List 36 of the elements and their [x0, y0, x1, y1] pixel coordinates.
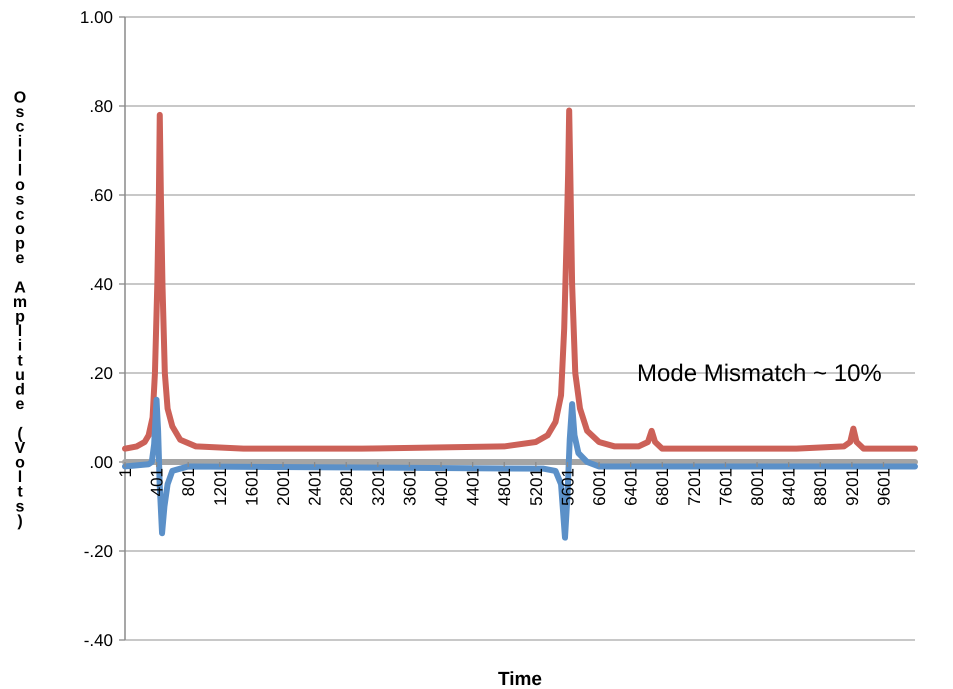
- x-tick-label: 3201: [368, 468, 388, 506]
- y-tick-label: .80: [89, 96, 113, 116]
- x-tick-label: 8001: [748, 468, 768, 506]
- x-tick-label: 6801: [653, 468, 672, 506]
- y-tick-label: 1.00: [80, 8, 113, 27]
- x-tick-label: 1: [116, 468, 135, 478]
- x-tick-label: 2001: [274, 468, 293, 506]
- x-tick-label: 1601: [242, 468, 262, 506]
- x-tick-label: 2401: [306, 468, 325, 506]
- x-tick-label: 6001: [590, 468, 609, 506]
- x-tick-label: 4801: [495, 468, 514, 506]
- x-tick-label: 9601: [874, 468, 894, 506]
- x-tick-label: 1201: [210, 468, 230, 506]
- x-axis-title: Time: [498, 669, 542, 689]
- y-tick-label: -.20: [84, 542, 113, 561]
- y-axis-title: Oscilloscope Amplitude (Volts): [12, 89, 28, 530]
- x-tick-label: 3601: [400, 468, 420, 506]
- annotation: Mode Mismatch ~ 10%: [637, 360, 882, 387]
- x-tick-label: 9201: [842, 468, 862, 506]
- y-tick-label: .40: [89, 274, 113, 294]
- x-tick-label: 8801: [811, 468, 830, 506]
- x-tick-label: 4401: [464, 468, 483, 506]
- x-tick-label: 401: [148, 468, 167, 496]
- x-tick-label: 5601: [558, 468, 578, 506]
- x-tick-label: 6401: [622, 468, 641, 506]
- y-tick-label: .00: [89, 452, 113, 472]
- x-tick-label: 8401: [780, 468, 799, 506]
- x-tick-label: 2801: [337, 468, 356, 506]
- y-tick-label: -.40: [84, 630, 113, 650]
- y-tick-label: .60: [89, 186, 113, 205]
- x-tick-label: 5201: [526, 468, 546, 506]
- x-tick-label: 4001: [432, 468, 451, 506]
- x-tick-label: 801: [179, 468, 198, 496]
- x-tick-label: 7601: [716, 468, 736, 506]
- y-tick-label: .20: [89, 364, 113, 383]
- x-tick-label: 7201: [684, 468, 704, 506]
